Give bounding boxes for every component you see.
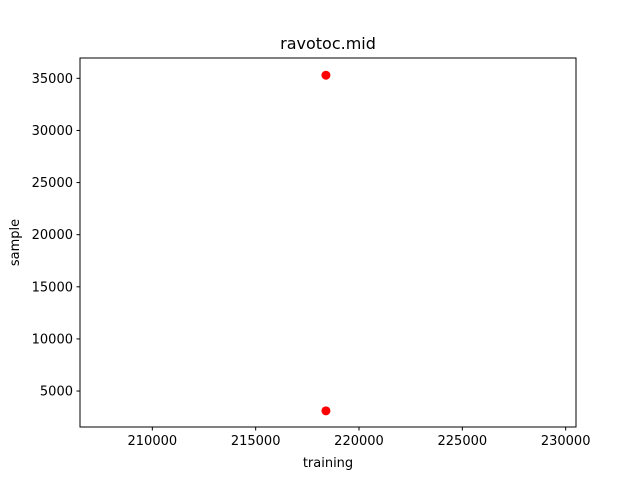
x-tick-label: 225000 xyxy=(438,434,488,449)
y-tick-label: 35000 xyxy=(32,72,73,87)
data-points xyxy=(321,70,331,416)
y-tick-label: 20000 xyxy=(32,228,73,243)
chart-title: ravotoc.mid xyxy=(280,34,376,53)
y-axis-label: sample xyxy=(8,219,23,266)
x-tick-label: 210000 xyxy=(128,434,178,449)
y-tick-label: 10000 xyxy=(32,332,73,347)
y-axis-ticks: 5000 10000 15000 20000 25000 30000 35000 xyxy=(32,72,80,400)
data-point xyxy=(321,406,331,416)
x-axis-label: training xyxy=(303,456,353,471)
x-axis-ticks: 210000 215000 220000 225000 230000 xyxy=(128,427,591,449)
data-point xyxy=(321,70,331,80)
x-tick-label: 220000 xyxy=(334,434,384,449)
y-tick-label: 15000 xyxy=(32,280,73,295)
y-tick-label: 30000 xyxy=(32,124,73,139)
x-tick-label: 215000 xyxy=(231,434,281,449)
x-tick-label: 230000 xyxy=(541,434,591,449)
y-tick-label: 25000 xyxy=(32,176,73,191)
plot-area-frame xyxy=(79,57,577,428)
y-tick-label: 5000 xyxy=(40,385,73,400)
